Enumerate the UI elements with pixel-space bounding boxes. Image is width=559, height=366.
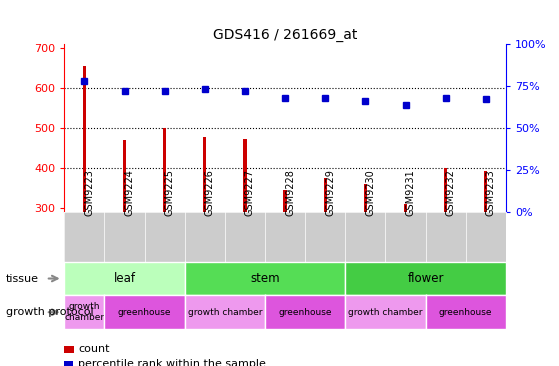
Text: greenhouse: greenhouse xyxy=(118,308,171,317)
Text: percentile rank within the sample: percentile rank within the sample xyxy=(78,359,266,366)
Text: GSM9233: GSM9233 xyxy=(486,169,496,216)
Text: growth chamber: growth chamber xyxy=(188,308,262,317)
Text: growth chamber: growth chamber xyxy=(348,308,423,317)
Text: GSM9232: GSM9232 xyxy=(446,169,456,216)
Text: GSM9229: GSM9229 xyxy=(325,169,335,216)
Text: stem: stem xyxy=(250,272,280,285)
Text: GSM9227: GSM9227 xyxy=(245,169,255,216)
Text: tissue: tissue xyxy=(6,273,39,284)
Text: greenhouse: greenhouse xyxy=(439,308,492,317)
Text: growth
chamber: growth chamber xyxy=(64,302,105,322)
Text: GSM9224: GSM9224 xyxy=(125,169,135,216)
Bar xyxy=(83,66,86,212)
Bar xyxy=(484,171,487,212)
Text: GSM9225: GSM9225 xyxy=(165,169,174,216)
Bar xyxy=(163,128,166,212)
Bar xyxy=(123,140,126,212)
Text: growth protocol: growth protocol xyxy=(6,307,93,317)
Text: count: count xyxy=(78,344,110,354)
Text: leaf: leaf xyxy=(113,272,135,285)
Bar xyxy=(444,168,447,212)
Text: greenhouse: greenhouse xyxy=(278,308,332,317)
Bar xyxy=(404,204,407,212)
Title: GDS416 / 261669_at: GDS416 / 261669_at xyxy=(213,27,357,41)
Bar xyxy=(364,184,367,212)
Text: GSM9226: GSM9226 xyxy=(205,169,215,216)
Bar xyxy=(283,190,287,212)
Bar xyxy=(203,137,206,212)
Text: GSM9230: GSM9230 xyxy=(366,169,376,216)
Bar xyxy=(243,139,247,212)
Text: GSM9223: GSM9223 xyxy=(84,169,94,216)
Text: GSM9231: GSM9231 xyxy=(405,169,415,216)
Bar xyxy=(324,178,327,212)
Text: GSM9228: GSM9228 xyxy=(285,169,295,216)
Text: flower: flower xyxy=(408,272,444,285)
